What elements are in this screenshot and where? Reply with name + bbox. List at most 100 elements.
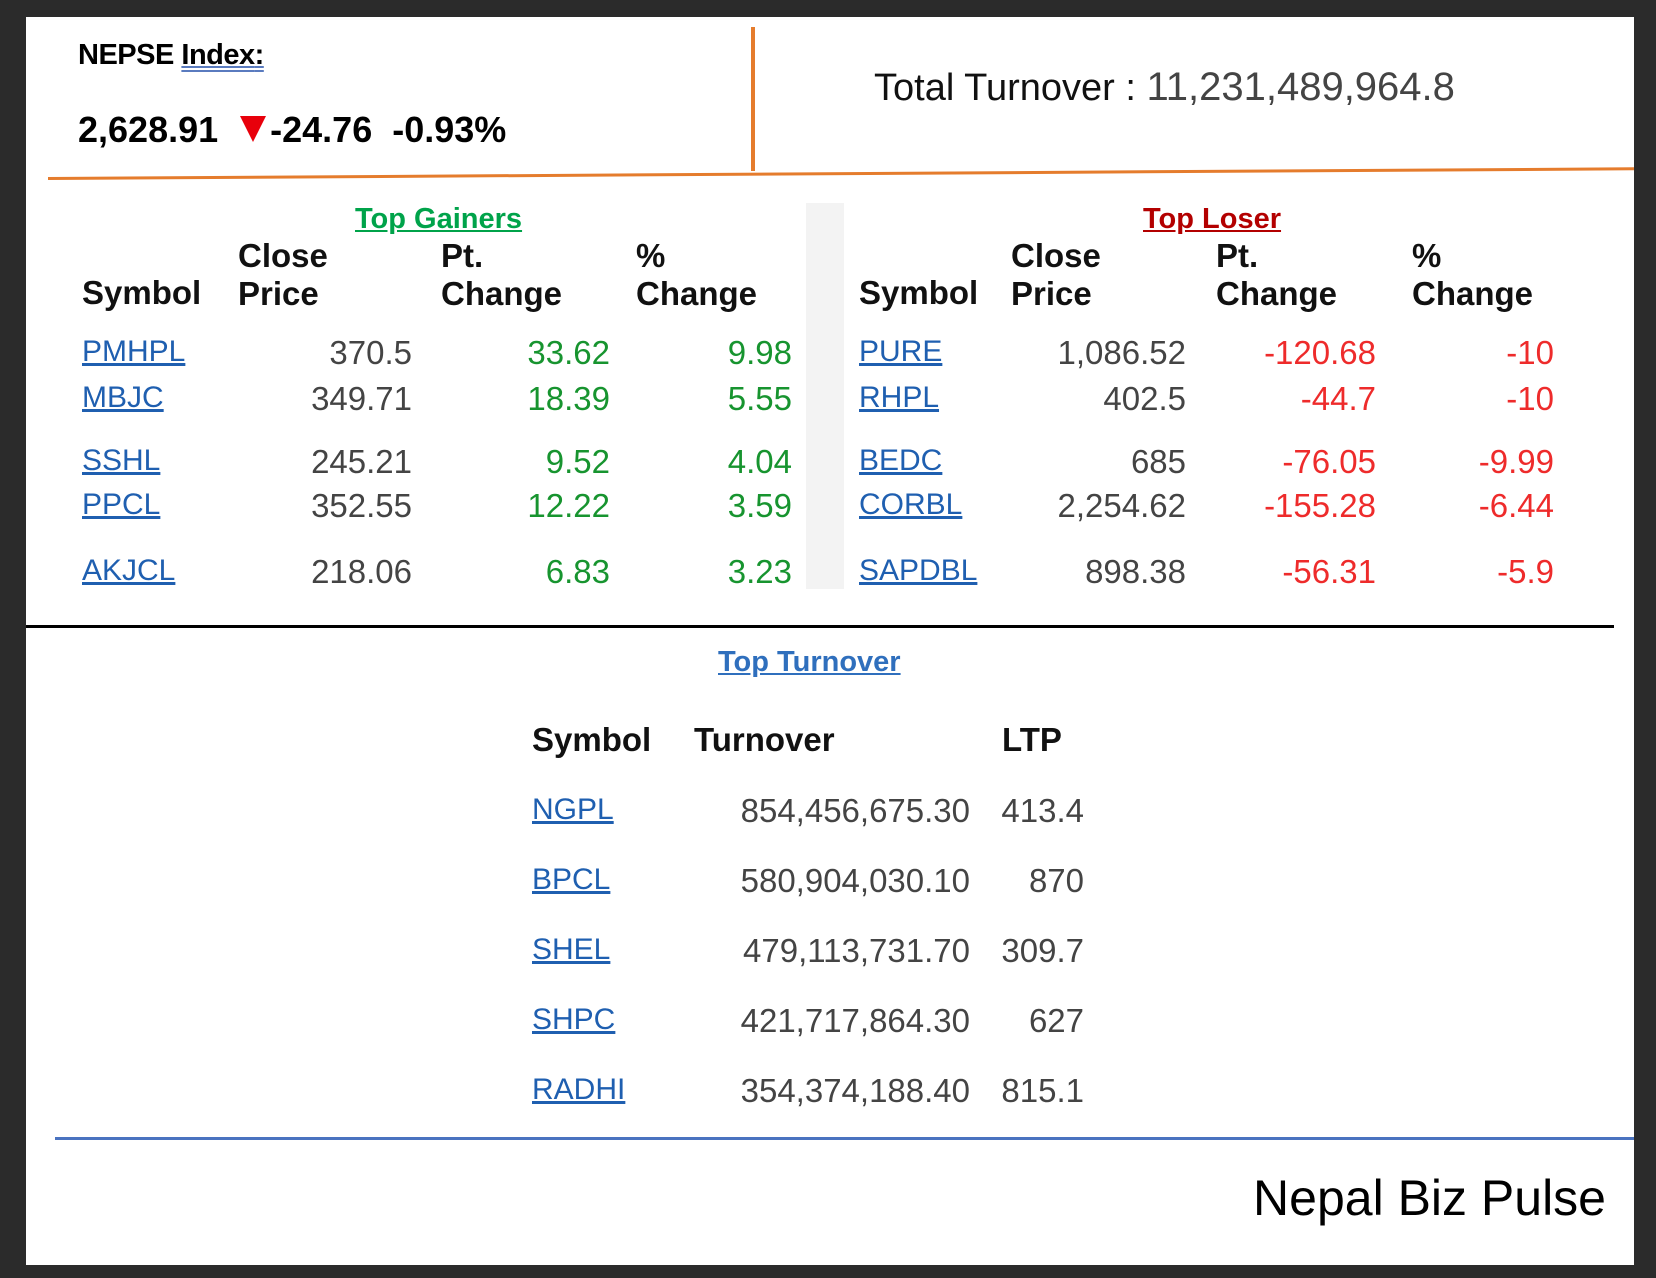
loser-symbol-link[interactable]: PURE: [859, 335, 943, 368]
gainers-header-pt-line1: Pt.: [441, 237, 484, 274]
section-divider: [26, 625, 1614, 628]
loser-pc-change: -10: [1506, 334, 1554, 371]
gainer-pt-change: 6.83: [545, 553, 610, 590]
turnover-ltp: 870: [1028, 862, 1084, 899]
loser-pc-change: -9.99: [1478, 443, 1554, 480]
losers-header-pt-line1: Pt.: [1216, 237, 1259, 274]
down-arrow-icon: [240, 116, 267, 143]
turnover-ltp: 309.7: [1001, 932, 1084, 969]
gainer-pt-change: 33.62: [527, 334, 610, 371]
column-separator: [806, 203, 844, 589]
losers-header-close-line1: Close: [1011, 237, 1101, 274]
gainers-header-pt-line2: Change: [441, 275, 563, 312]
turnover-symbol-link[interactable]: BPCL: [532, 863, 611, 896]
loser-symbol-link[interactable]: CORBL: [859, 488, 963, 521]
turnover-header-turnover: Turnover: [694, 721, 835, 758]
loser-pc-change: -6.44: [1478, 487, 1554, 524]
index-label-word: Index: [181, 39, 255, 71]
nepse-index-values: 2,628.91 -24.76 -0.93%: [78, 109, 506, 151]
top-turnover-title[interactable]: Top Turnover: [718, 646, 901, 678]
gainers-header-symbol: Symbol: [82, 274, 202, 311]
loser-close: 1,086.52: [1057, 334, 1186, 371]
loser-close: 2,254.62: [1057, 487, 1186, 524]
losers-header-symbol: Symbol: [859, 274, 979, 311]
loser-symbol-link[interactable]: BEDC: [859, 444, 943, 477]
turnover-symbol-link[interactable]: SHEL: [532, 933, 611, 966]
gainers-header-pc-line2: Change: [636, 275, 758, 312]
gainers-header-pc-line1: %: [636, 237, 666, 274]
losers-header-pc-line1: %: [1412, 237, 1442, 274]
total-turnover-value: 11,231,489,964.8: [1146, 65, 1455, 109]
loser-symbol-link[interactable]: SAPDBL: [859, 554, 978, 587]
loser-pt-change: -56.31: [1282, 553, 1376, 590]
loser-pc-change: -10: [1506, 380, 1554, 417]
gainer-symbol-link[interactable]: AKJCL: [82, 554, 176, 587]
brand-name: Nepal Biz Pulse: [1253, 1170, 1606, 1226]
turnover-header-ltp: LTP: [1002, 721, 1062, 758]
turnover-value: 354,374,188.40: [740, 1072, 970, 1109]
gainer-close: 218.06: [311, 553, 412, 590]
vertical-divider: [751, 27, 755, 171]
loser-close: 898.38: [1085, 553, 1186, 590]
gainer-close: 245.21: [311, 443, 412, 480]
gainer-pc-change: 9.98: [727, 334, 792, 371]
losers-header-pt-line2: Change: [1216, 275, 1338, 312]
loser-pt-change: -44.7: [1300, 380, 1376, 417]
loser-pt-change: -155.28: [1264, 487, 1376, 524]
total-turnover-label: Total Turnover :: [874, 67, 1136, 109]
gainer-pc-change: 3.23: [727, 553, 792, 590]
index-label-prefix: NEPSE: [78, 39, 174, 71]
loser-symbol-link[interactable]: RHPL: [859, 381, 940, 414]
turnover-value: 421,717,864.30: [740, 1002, 970, 1039]
turnover-symbol-link[interactable]: NGPL: [532, 793, 614, 826]
gainer-symbol-link[interactable]: PPCL: [82, 488, 161, 521]
losers-header-pc: % Change: [1412, 237, 1533, 313]
top-loser-title[interactable]: Top Loser: [1143, 203, 1282, 235]
gainers-header-pt: Pt. Change: [441, 237, 562, 313]
gainer-pt-change: 12.22: [527, 487, 610, 524]
gainers-header-pc: % Change: [636, 237, 757, 313]
nepse-index-label: NEPSE Index:: [78, 39, 264, 72]
losers-header-pt: Pt. Change: [1216, 237, 1337, 313]
gainer-symbol-link[interactable]: SSHL: [82, 444, 161, 477]
top-gainers-title[interactable]: Top Gainers: [355, 203, 523, 235]
index-percent: -0.93%: [392, 109, 507, 150]
gainer-close: 349.71: [311, 380, 412, 417]
losers-header-close: Close Price: [1011, 237, 1101, 313]
header-divider: [47, 167, 1634, 180]
turnover-ltp: 627: [1028, 1002, 1084, 1039]
gainer-close: 370.5: [329, 334, 412, 371]
losers-header-pc-line2: Change: [1412, 275, 1534, 312]
footer-divider: [55, 1137, 1634, 1140]
gainer-pt-change: 18.39: [527, 380, 610, 417]
loser-pc-change: -5.9: [1497, 553, 1554, 590]
gainer-pt-change: 9.52: [545, 443, 610, 480]
loser-pt-change: -120.68: [1264, 334, 1376, 371]
index-change: -24.76: [270, 109, 373, 150]
gainer-pc-change: 5.55: [727, 380, 792, 417]
loser-close: 402.5: [1103, 380, 1186, 417]
turnover-symbol-link[interactable]: RADHI: [532, 1073, 626, 1106]
gainers-header-close: Close Price: [238, 237, 328, 313]
turnover-ltp: 413.4: [1001, 792, 1084, 829]
market-summary-card: NEPSE Index: 2,628.91 -24.76 -0.93% Total…: [26, 17, 1634, 1265]
turnover-symbol-link[interactable]: SHPC: [532, 1003, 616, 1036]
turnover-ltp: 815.1: [1001, 1072, 1084, 1109]
turnover-value: 854,456,675.30: [740, 792, 970, 829]
turnover-value: 580,904,030.10: [740, 862, 970, 899]
gainers-header-close-line2: Price: [238, 275, 319, 312]
index-value: 2,628.91: [78, 109, 219, 150]
gainers-header-close-line1: Close: [238, 237, 328, 274]
gainer-close: 352.55: [311, 487, 412, 524]
gainer-symbol-link[interactable]: PMHPL: [82, 335, 186, 368]
losers-header-close-line2: Price: [1011, 275, 1092, 312]
loser-close: 685: [1130, 443, 1186, 480]
gainer-symbol-link[interactable]: MBJC: [82, 381, 164, 414]
gainer-pc-change: 3.59: [727, 487, 792, 524]
gainer-pc-change: 4.04: [727, 443, 792, 480]
turnover-header-symbol: Symbol: [532, 721, 652, 758]
index-label-suffix: :: [254, 39, 265, 71]
total-turnover: Total Turnover : 11,231,489,964.8: [874, 65, 1455, 110]
loser-pt-change: -76.05: [1282, 443, 1376, 480]
turnover-value: 479,113,731.70: [743, 932, 970, 969]
